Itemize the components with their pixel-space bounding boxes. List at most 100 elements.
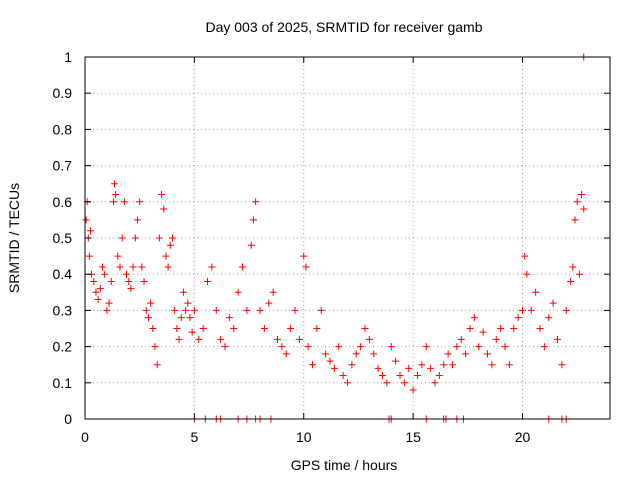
data-point <box>177 314 185 322</box>
data-point <box>112 191 120 199</box>
data-point <box>252 198 260 206</box>
data-point <box>444 350 452 358</box>
data-point <box>155 234 163 242</box>
data-point <box>484 350 491 358</box>
data-point <box>90 277 98 285</box>
data-point <box>173 325 181 332</box>
y-tick-labels: 0 0.1 0.2 0.3 0.4 0.5 0.6 0.7 0.8 0.9 1 <box>53 49 73 427</box>
data-point <box>532 288 540 296</box>
data-point <box>536 325 544 332</box>
data-point <box>545 314 553 322</box>
data-point <box>184 299 192 307</box>
data-point <box>418 361 426 369</box>
y-axis-label: SRMTID / TECUs <box>6 183 22 293</box>
data-point <box>470 314 478 322</box>
data-point <box>365 335 373 343</box>
data-point <box>230 325 238 332</box>
data-point <box>409 386 417 394</box>
grid-layer <box>85 57 610 419</box>
data-point <box>144 314 152 322</box>
data-point <box>335 343 343 351</box>
data-point <box>166 241 174 249</box>
x-tick-label: 20 <box>515 429 531 445</box>
y-tick-label: 0.9 <box>53 85 73 101</box>
data-point <box>488 361 496 369</box>
data-point <box>188 328 196 336</box>
data-point <box>449 361 456 369</box>
data-point <box>457 335 465 343</box>
data-point <box>440 361 448 369</box>
data-point <box>361 325 369 332</box>
data-point <box>387 343 395 351</box>
data-point <box>265 299 273 307</box>
data-point <box>225 314 233 322</box>
data-point <box>175 335 183 343</box>
data-point <box>195 335 203 343</box>
data-point <box>462 350 470 358</box>
data-point <box>103 306 111 314</box>
data-point <box>527 306 535 314</box>
data-point <box>569 263 577 271</box>
data-point <box>138 263 146 271</box>
data-point <box>322 350 330 358</box>
data-point <box>519 306 526 314</box>
data-point <box>405 364 413 372</box>
data-point <box>540 343 548 351</box>
data-point <box>348 361 356 369</box>
data-point <box>256 306 264 314</box>
data-point <box>160 205 168 213</box>
data-point <box>357 343 365 351</box>
data-point <box>136 198 144 206</box>
data-point <box>330 364 338 372</box>
data-point <box>239 263 246 271</box>
data-point <box>171 306 179 314</box>
data-point <box>510 325 518 332</box>
data-point <box>179 288 187 296</box>
x-tick-label: 0 <box>81 429 89 445</box>
data-point <box>317 306 325 314</box>
data-point <box>169 234 176 242</box>
data-point <box>435 372 443 380</box>
data-point <box>396 372 404 380</box>
data-point <box>352 350 360 358</box>
data-point <box>302 263 310 271</box>
x-tick-label: 10 <box>296 429 312 445</box>
chart-title: Day 003 of 2025, SRMTID for receiver gam… <box>205 19 482 35</box>
data-point <box>162 252 170 260</box>
data-point <box>274 335 281 343</box>
data-point <box>116 263 124 271</box>
data-point <box>158 191 166 199</box>
x-axis-label: GPS time / hours <box>291 457 398 473</box>
data-point <box>199 325 207 332</box>
data-point <box>208 263 216 271</box>
data-point <box>94 296 102 304</box>
data-point <box>282 350 290 358</box>
data-point <box>123 270 131 278</box>
y-tick-label: 0 <box>64 411 72 427</box>
data-point <box>82 216 90 224</box>
data-point <box>379 372 386 380</box>
data-point <box>217 335 225 343</box>
data-point <box>96 285 104 293</box>
data-point <box>151 343 159 351</box>
data-point <box>287 325 295 332</box>
data-point <box>118 234 126 242</box>
data-point <box>114 252 122 260</box>
data-point <box>414 372 421 380</box>
data-point <box>212 306 220 314</box>
data-point <box>142 306 150 314</box>
data-point <box>92 288 100 296</box>
y-tick-label: 0.7 <box>53 158 73 174</box>
data-point <box>149 325 157 332</box>
y-tick-label: 0.1 <box>53 375 73 391</box>
data-point <box>182 306 190 314</box>
data-point <box>497 325 505 332</box>
data-point <box>129 263 137 271</box>
y-tick-label: 0.2 <box>53 339 73 355</box>
data-point <box>466 325 474 332</box>
plot-frame <box>84 56 611 420</box>
data-point <box>374 364 382 372</box>
data-point <box>109 198 117 206</box>
data-point <box>422 343 430 351</box>
